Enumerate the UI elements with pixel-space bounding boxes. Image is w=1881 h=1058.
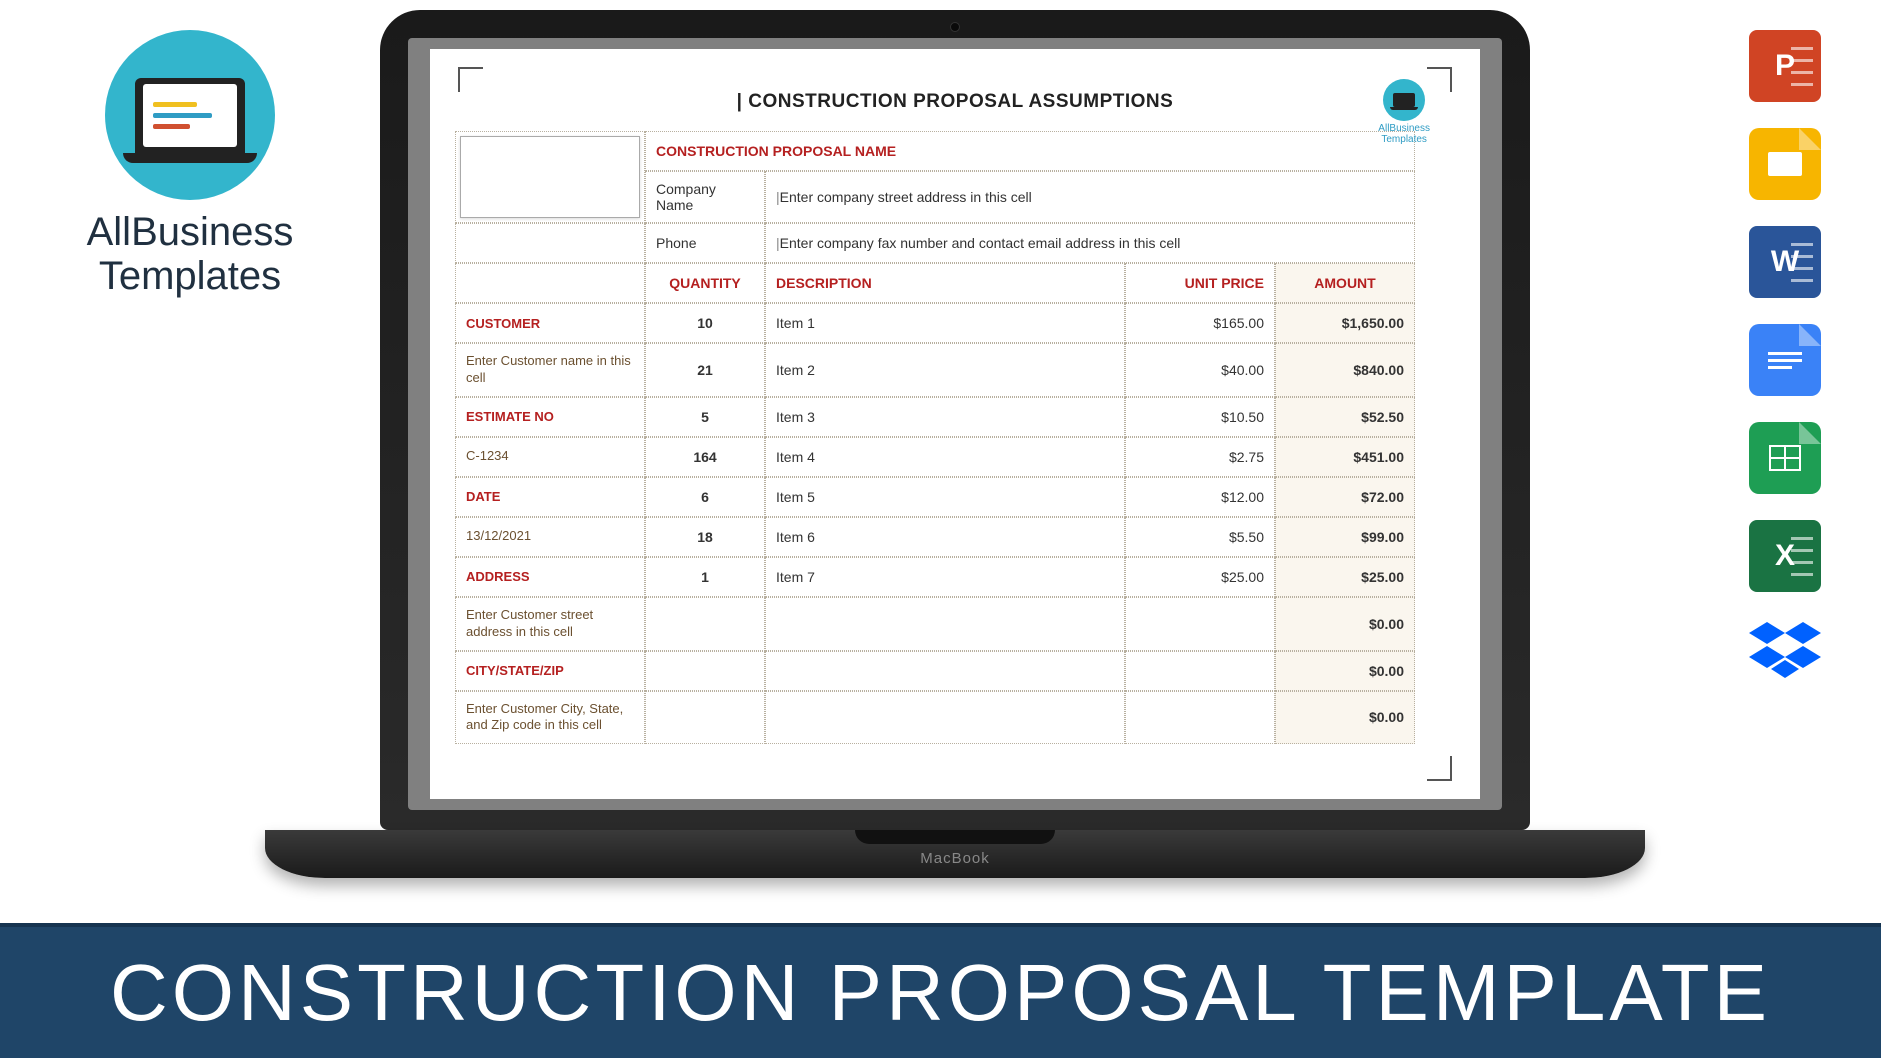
- laptop-mockup: AllBusiness Templates CONSTRUCTION PROPO…: [380, 10, 1530, 878]
- label-csz: CITY/STATE/ZIP: [455, 651, 645, 691]
- col-desc: DESCRIPTION: [765, 263, 1125, 303]
- document-page: AllBusiness Templates CONSTRUCTION PROPO…: [430, 49, 1480, 799]
- laptop-screen: AllBusiness Templates CONSTRUCTION PROPO…: [408, 38, 1502, 810]
- document-corner-logo: AllBusiness Templates: [1378, 79, 1430, 145]
- amount-cell: $840.00: [1275, 343, 1415, 397]
- col-amount: AMOUNT: [1275, 263, 1415, 303]
- col-unit: UNIT PRICE: [1125, 263, 1275, 303]
- amount-cell: $0.00: [1275, 597, 1415, 651]
- camera-icon: [950, 22, 960, 32]
- unit-cell: $165.00: [1125, 303, 1275, 343]
- csz-hint: Enter Customer City, State, and Zip code…: [455, 691, 645, 745]
- crop-mark-icon: [1427, 756, 1452, 781]
- desc-cell: Item 3: [765, 397, 1125, 437]
- empty-cell: [765, 651, 1125, 691]
- empty-cell: [765, 597, 1125, 651]
- google-docs-icon: [1749, 324, 1821, 396]
- unit-cell: $10.50: [1125, 397, 1275, 437]
- dropbox-icon: [1749, 618, 1821, 678]
- excel-icon: X: [1749, 520, 1821, 592]
- desc-cell: Item 7: [765, 557, 1125, 597]
- label-address: ADDRESS: [455, 557, 645, 597]
- empty-cell: [1125, 597, 1275, 651]
- qty-cell: 1: [645, 557, 765, 597]
- left-empty: [455, 263, 645, 303]
- label-estimate: ESTIMATE NO: [455, 397, 645, 437]
- qty-cell: 10: [645, 303, 765, 343]
- brand-logo-block: AllBusiness Templates: [60, 30, 320, 298]
- banner-title: CONSTRUCTION PROPOSAL TEMPLATE: [110, 947, 1771, 1039]
- document-title: CONSTRUCTION PROPOSAL ASSUMPTIONS: [455, 91, 1455, 113]
- unit-cell: $5.50: [1125, 517, 1275, 557]
- unit-cell: $25.00: [1125, 557, 1275, 597]
- customer-hint: Enter Customer name in this cell: [455, 343, 645, 397]
- phone-cell: Enter company fax number and contact ema…: [765, 223, 1415, 263]
- amount-cell: $1,650.00: [1275, 303, 1415, 343]
- amount-cell: $99.00: [1275, 517, 1415, 557]
- qty-cell: 164: [645, 437, 765, 477]
- estimate-value: C-1234: [455, 437, 645, 477]
- unit-cell: $12.00: [1125, 477, 1275, 517]
- amount-cell: $52.50: [1275, 397, 1415, 437]
- desc-cell: Item 1: [765, 303, 1125, 343]
- label-customer: CUSTOMER: [455, 303, 645, 343]
- proposal-table: CONSTRUCTION PROPOSAL NAME Company Name …: [455, 131, 1455, 744]
- section-heading: CONSTRUCTION PROPOSAL NAME: [645, 131, 1415, 171]
- qty-cell: 6: [645, 477, 765, 517]
- photo-placeholder: [460, 136, 640, 218]
- powerpoint-icon: P: [1749, 30, 1821, 102]
- qty-cell: 21: [645, 343, 765, 397]
- empty-cell: [1125, 691, 1275, 745]
- unit-cell: $40.00: [1125, 343, 1275, 397]
- address-hint: Enter Customer street address in this ce…: [455, 597, 645, 651]
- company-logo-cell: [455, 131, 645, 223]
- laptop-icon: [135, 78, 245, 153]
- google-slides-icon: [1749, 128, 1821, 200]
- crop-mark-icon: [458, 67, 483, 92]
- amount-cell: $0.00: [1275, 691, 1415, 745]
- desc-cell: Item 4: [765, 437, 1125, 477]
- app-icons-column: P W X: [1749, 30, 1821, 678]
- company-label: Company Name: [645, 171, 765, 223]
- desc-cell: Item 2: [765, 343, 1125, 397]
- crop-mark-icon: [1427, 67, 1452, 92]
- desc-cell: Item 5: [765, 477, 1125, 517]
- laptop-screen-bezel: AllBusiness Templates CONSTRUCTION PROPO…: [380, 10, 1530, 830]
- empty-cell: [645, 651, 765, 691]
- qty-cell: 5: [645, 397, 765, 437]
- bottom-banner: CONSTRUCTION PROPOSAL TEMPLATE: [0, 923, 1881, 1058]
- desc-cell: Item 6: [765, 517, 1125, 557]
- left-empty: [455, 223, 645, 263]
- amount-cell: $0.00: [1275, 651, 1415, 691]
- unit-cell: $2.75: [1125, 437, 1275, 477]
- google-sheets-icon: [1749, 422, 1821, 494]
- brand-logo-circle: [105, 30, 275, 200]
- empty-cell: [765, 691, 1125, 745]
- amount-cell: $25.00: [1275, 557, 1415, 597]
- label-date: DATE: [455, 477, 645, 517]
- empty-cell: [645, 691, 765, 745]
- amount-cell: $451.00: [1275, 437, 1415, 477]
- laptop-keyboard: MacBook: [265, 830, 1645, 878]
- empty-cell: [1125, 651, 1275, 691]
- amount-cell: $72.00: [1275, 477, 1415, 517]
- laptop-brand-label: MacBook: [920, 850, 990, 867]
- word-icon: W: [1749, 226, 1821, 298]
- company-address-cell: Enter company street address in this cel…: [765, 171, 1415, 223]
- empty-cell: [645, 597, 765, 651]
- date-value: 13/12/2021: [455, 517, 645, 557]
- col-qty: QUANTITY: [645, 263, 765, 303]
- phone-label: Phone: [645, 223, 765, 263]
- brand-name: AllBusiness Templates: [60, 210, 320, 298]
- qty-cell: 18: [645, 517, 765, 557]
- doc-logo-label: AllBusiness Templates: [1378, 123, 1430, 145]
- brand-line1: AllBusiness: [87, 210, 294, 254]
- brand-line2: Templates: [99, 254, 281, 298]
